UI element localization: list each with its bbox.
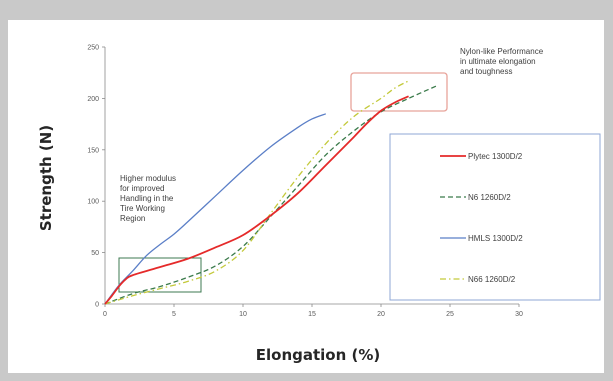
line-chart: 0 50 100 150 200 250 0 5 10 15 20 25 30 Strength (N… [37,45,601,364]
x-tick-label: 0 [103,311,107,318]
y-axis-title: Strength (N) [37,125,55,231]
x-tick-label: 5 [172,311,176,318]
series-line-hmls-1300d-2 [104,113,327,305]
y-tick-label: 250 [87,45,99,52]
legend-label-n6-1260d-2: N6 1260D/2 [468,193,511,202]
legend-label-n66-1260d-2: N66 1260D/2 [468,275,516,284]
break-point-highlight-box [350,72,448,112]
y-tick-label: 200 [87,96,99,103]
series-line-plytec-1300d-2 [104,95,409,305]
legend-label-plytec-1300d-2: Plytec 1300D/2 [468,152,523,161]
x-tick-label: 10 [239,311,247,318]
series-line-n66-1260d-2 [104,80,409,305]
low-strain-highlight-box [118,257,202,293]
annotation-higher-modulus: Higher modulus for improved Handling in … [120,174,178,223]
x-tick-label: 15 [308,311,316,318]
y-tick-labels: 0 50 100 150 200 250 [87,45,105,309]
y-tick-label: 50 [91,250,99,257]
x-tick-label: 25 [446,311,454,318]
x-tick-label: 20 [377,311,385,318]
chart-frame: 0 50 100 150 200 250 0 5 10 15 20 25 30 Strength (N… [8,20,604,373]
annotation-nylon-performance: Nylon-like Performance in ultimate elong… [460,47,545,76]
series-layer [104,80,437,305]
y-tick-label: 100 [87,199,99,206]
x-tick-label: 30 [515,311,523,318]
x-tick-labels: 0 5 10 15 20 25 30 [103,304,523,318]
y-tick-label: 0 [95,302,99,309]
y-tick-label: 150 [87,147,99,154]
x-axis-title: Elongation (%) [256,346,381,364]
legend-box [389,133,601,301]
legend-label-hmls-1300d-2: HMLS 1300D/2 [468,234,523,243]
legend: Plytec 1300D/2 N6 1260D/2 HMLS 1300D/2 N66 … [389,133,601,301]
